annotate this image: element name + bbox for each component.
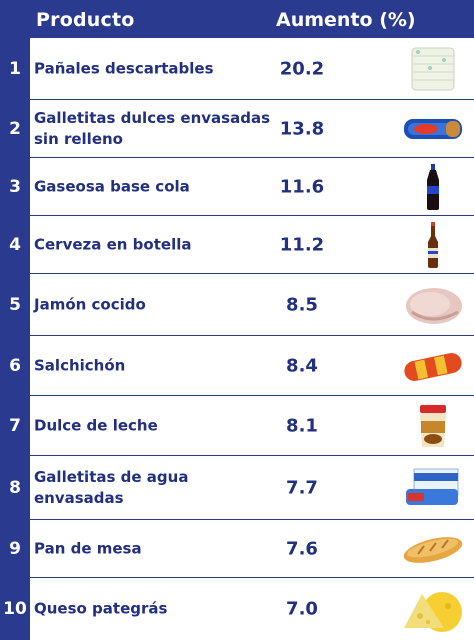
increase-column-header: Aumento (%)	[276, 9, 416, 31]
table-row: 3 Gaseosa base cola 11.6	[0, 158, 474, 216]
product-name: Galletitas de agua envasadas	[34, 468, 189, 507]
increase-value: 7.6	[286, 538, 318, 560]
row-rank: 8	[9, 478, 21, 498]
product-name: Pañales descartables	[34, 59, 214, 78]
table-row: 9 Pan de mesa 7.6	[0, 520, 474, 578]
product-name: Pan de mesa	[34, 539, 142, 558]
increase-value: 13.8	[279, 118, 325, 140]
increase-value: 11.2	[279, 234, 325, 256]
table-header: Producto Aumento (%)	[0, 0, 474, 38]
product-name: Queso pategrás	[34, 599, 168, 618]
row-rank: 9	[9, 539, 21, 559]
increase-value: 20.2	[279, 58, 325, 80]
increase-value: 8.4	[286, 355, 318, 377]
product-name: Galletitas dulces envasadas sin relleno	[34, 109, 271, 148]
row-rank: 4	[9, 235, 21, 255]
row-rank: 1	[9, 59, 21, 79]
table-row: 6 Salchichón 8.4	[0, 336, 474, 396]
increase-value: 8.5	[286, 294, 318, 316]
row-rank: 3	[9, 177, 21, 197]
bread-icon	[400, 524, 466, 574]
row-rank: 6	[9, 356, 21, 376]
increase-value: 11.6	[279, 176, 325, 198]
diapers-icon	[400, 44, 466, 94]
product-column-header: Producto	[36, 9, 135, 31]
row-rank: 5	[9, 295, 21, 315]
table-row: 8 Galletitas de agua envasadas 7.7	[0, 456, 474, 520]
ham-icon	[400, 280, 466, 330]
product-name: Salchichón	[34, 356, 126, 375]
table-row: 5 Jamón cocido 8.5	[0, 274, 474, 336]
cheese-icon	[400, 584, 466, 634]
table-row: 2 Galletitas dulces envasadas sin rellen…	[0, 100, 474, 158]
increase-value: 7.7	[286, 477, 318, 499]
table-row: 10 Queso pategrás 7.0	[0, 578, 474, 640]
row-rank: 2	[9, 119, 21, 139]
row-rank: 7	[9, 416, 21, 436]
crackers-package-icon	[400, 463, 466, 513]
product-name: Dulce de leche	[34, 416, 158, 435]
dulce-de-leche-jar-icon	[400, 401, 466, 451]
beer-bottle-icon	[400, 220, 466, 270]
increase-value: 7.0	[286, 598, 318, 620]
row-rank: 10	[3, 599, 27, 619]
product-name: Jamón cocido	[34, 295, 146, 314]
table-row: 1 Pañales descartables 20.2	[0, 38, 474, 100]
salami-icon	[400, 341, 466, 391]
product-name: Cerveza en botella	[34, 235, 192, 254]
table-row: 4 Cerveza en botella 11.2	[0, 216, 474, 274]
increase-value: 8.1	[286, 415, 318, 437]
table-row: 7 Dulce de leche 8.1	[0, 396, 474, 456]
rank-column-strip	[0, 0, 30, 640]
product-name: Gaseosa base cola	[34, 177, 190, 196]
sweet-cookies-package-icon	[400, 104, 466, 154]
cola-bottle-icon	[400, 162, 466, 212]
